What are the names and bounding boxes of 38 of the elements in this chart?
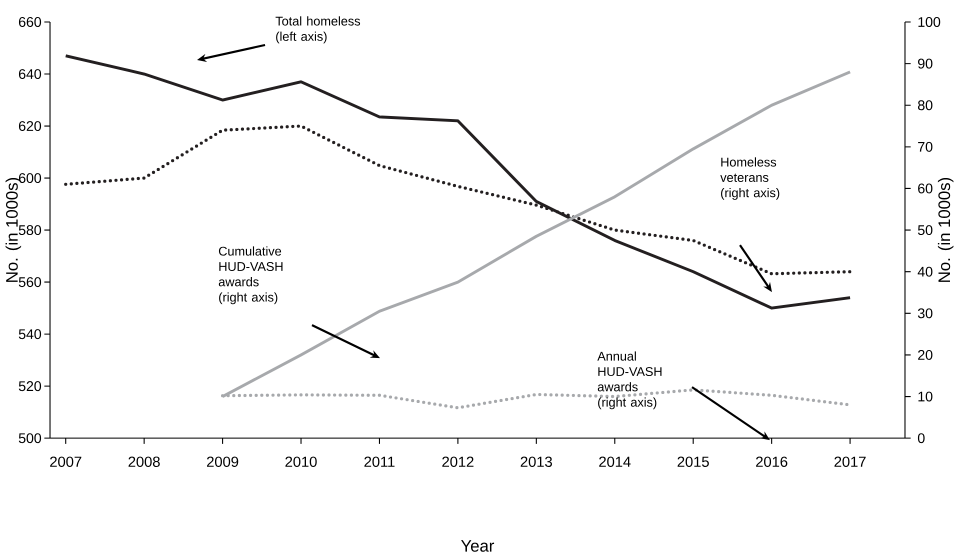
- annotation: Total homeless (left axis): [276, 16, 360, 44]
- y2-axis-title: No. (in 1000s): [938, 178, 954, 282]
- y2-tick-label: 100: [918, 16, 940, 27]
- y2-tick-label: 0: [918, 433, 925, 444]
- x-tick-label: 2011: [364, 456, 395, 467]
- x-tick-label: 2013: [520, 456, 552, 467]
- y2-tick-label: 80: [918, 100, 932, 110]
- annotation: Annual HUD-VASH awards (right axis): [597, 351, 662, 410]
- y-tick-label: 520: [18, 381, 42, 392]
- x-tick-label: 2008: [128, 456, 160, 467]
- x-tick-label: 2009: [206, 456, 238, 467]
- y2-tick-label: 20: [918, 350, 932, 360]
- y2-tick-label: 70: [918, 142, 932, 152]
- y2-tick-label: 40: [918, 266, 932, 277]
- y2-tick-label: 10: [918, 391, 932, 402]
- y-tick-label: 540: [18, 329, 42, 339]
- x-tick-label: 2017: [834, 456, 866, 467]
- x-tick-label: 2015: [678, 456, 709, 467]
- y-tick-label: 600: [18, 173, 42, 183]
- y-tick-label: 660: [18, 16, 42, 27]
- y-tick-label: 620: [18, 121, 42, 131]
- annotation: Cumulative HUD-VASH awards (right axis): [218, 246, 282, 304]
- y2-tick-label: 90: [918, 58, 932, 68]
- y-tick-label: 580: [18, 225, 42, 235]
- x-axis-title: Year: [461, 540, 494, 552]
- annotation: Homeless veterans (right axis): [720, 157, 780, 200]
- y2-tick-label: 60: [918, 183, 932, 194]
- y-tick-label: 560: [18, 277, 42, 287]
- y2-tick-label: 50: [918, 225, 932, 235]
- x-tick-label: 2010: [285, 456, 317, 467]
- x-tick-label: 2016: [756, 456, 788, 467]
- y-tick-label: 640: [18, 68, 42, 79]
- y-tick-label: 500: [18, 433, 42, 444]
- line-series: [64, 54, 852, 310]
- x-tick-label: 2012: [442, 456, 474, 467]
- x-tick-label: 2007: [50, 456, 82, 467]
- y2-tick-label: 30: [918, 308, 932, 318]
- x-tick-label: 2014: [599, 456, 631, 467]
